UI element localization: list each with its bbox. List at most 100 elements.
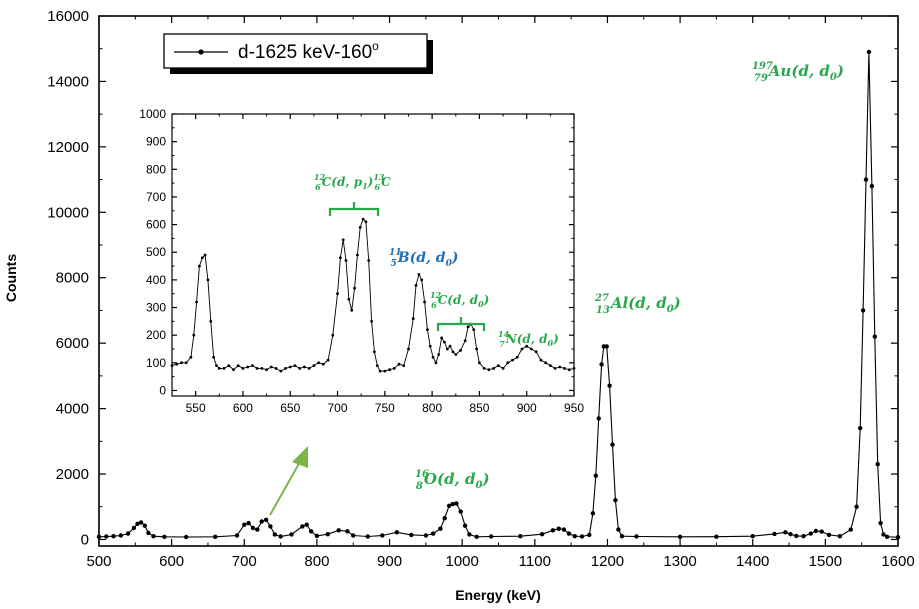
inset-data-point: [303, 365, 306, 369]
inset-data-point: [445, 347, 449, 351]
inset-data-point: [511, 358, 514, 362]
legend: d-1625 keV-160o: [163, 33, 433, 74]
main-data-point: [593, 473, 598, 478]
main-data-point: [450, 501, 455, 507]
main-x-tick-label: 1100: [519, 553, 551, 570]
main-data-point: [848, 527, 853, 532]
inset-data-point: [356, 253, 359, 257]
main-data-point: [607, 383, 612, 388]
inset-data-point: [307, 367, 311, 370]
inset-data-point: [515, 355, 519, 359]
inset-data-point: [482, 367, 486, 370]
main-data-point: [442, 516, 447, 521]
main-x-tick-label: 1200: [591, 553, 624, 570]
inset-data-point: [293, 364, 297, 367]
inset-data-point: [246, 365, 250, 369]
inset-x-tick-label: 900: [517, 401, 537, 415]
inset-y-tick-label: 500: [146, 245, 166, 259]
main-x-tick-label: 1300: [663, 553, 696, 570]
inset-data-point: [402, 364, 406, 367]
main-data-point: [616, 527, 621, 532]
main-data-point: [610, 442, 615, 447]
main-data-point: [423, 533, 429, 538]
inset-data-point: [222, 367, 226, 370]
inset-data-point: [506, 361, 510, 365]
main-y-tick-label: 2000: [56, 466, 89, 483]
inset-data-point: [454, 353, 458, 356]
main-data-point: [590, 511, 596, 516]
inset-data-point: [209, 320, 213, 323]
inset-data-point: [487, 368, 491, 372]
main-data-point: [184, 534, 189, 540]
inset-data-point: [288, 365, 292, 369]
main-data-point: [162, 534, 167, 539]
main-data-point: [300, 524, 305, 529]
inset-x-tick-label: 550: [186, 401, 206, 415]
inset-y-tick-label: 800: [146, 162, 166, 176]
main-data-point: [604, 344, 609, 349]
inset-arrow: [269, 446, 308, 516]
main-data-point: [613, 498, 618, 503]
inset-data-point: [321, 362, 325, 366]
inset-data-point: [466, 325, 470, 329]
inset-y-tick-label: 1000: [139, 107, 166, 121]
inset-data-point: [431, 355, 435, 359]
inset-data-point: [440, 336, 443, 340]
main-data-point: [458, 509, 463, 514]
y-axis-title: Counts: [3, 254, 19, 302]
inset-data-point: [463, 339, 467, 343]
main-data-point: [599, 362, 604, 367]
main-data-point: [314, 533, 320, 539]
main-data-point: [872, 334, 877, 339]
bracket-c12-p1: [328, 202, 380, 216]
inset-data-point: [417, 273, 421, 276]
inset-data-point: [451, 350, 455, 354]
main-data-point: [794, 533, 799, 539]
main-data-point: [304, 522, 309, 527]
inset-data-point: [331, 333, 335, 337]
main-data-point: [308, 529, 314, 534]
main-data-point: [826, 532, 832, 538]
inset-data-point: [255, 367, 259, 370]
inset-data-point: [265, 368, 268, 372]
inset-y-tick-label: 600: [146, 218, 166, 232]
legend-marker: [198, 49, 204, 55]
main-x-tick-label: 1500: [809, 553, 842, 570]
main-data-point: [634, 534, 639, 539]
main-x-tick-label: 700: [232, 553, 257, 570]
inset-y-tick-label: 0: [159, 383, 166, 397]
inset-data-point: [232, 368, 235, 372]
main-x-tick-label: 500: [86, 553, 111, 570]
inset-data-point: [195, 300, 199, 304]
main-data-point: [881, 532, 886, 537]
annotation-b11: 11 5B(d, d0): [389, 248, 458, 269]
main-data-point: [268, 524, 273, 529]
main-data-point: [813, 528, 819, 534]
main-data-point: [394, 530, 399, 535]
inset-data-point: [407, 347, 410, 351]
inset-data-point: [397, 362, 401, 366]
inset-x-tick-label: 750: [375, 401, 395, 415]
inset-data-point: [241, 367, 245, 370]
inset-data-point: [344, 259, 348, 262]
main-data-point: [325, 532, 330, 537]
inset-frame: [171, 113, 575, 397]
main-data-point: [474, 534, 479, 539]
inset-data-point: [198, 264, 201, 268]
inset-x-tick-label: 650: [280, 401, 300, 415]
main-data-point: [438, 526, 443, 531]
main-data-point: [561, 527, 567, 532]
inset-data-point: [520, 347, 524, 351]
main-data-point: [566, 531, 572, 536]
inset-data-point: [378, 369, 382, 373]
main-data-point: [863, 177, 869, 182]
main-data-point: [246, 520, 251, 526]
inset-data-point: [459, 349, 462, 352]
inset-x-tick-label: 600: [233, 401, 253, 415]
inset-data-point: [269, 365, 273, 369]
inset-data-point: [375, 364, 379, 367]
main-data-point: [365, 534, 370, 539]
inset-data-point: [539, 358, 543, 362]
